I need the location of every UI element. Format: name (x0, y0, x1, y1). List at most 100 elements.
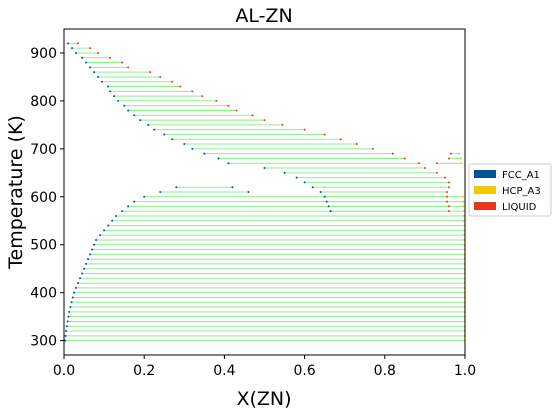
liquidus-point-left-33 (325, 200, 328, 203)
hcp-liquid-point-left-1 (447, 157, 450, 160)
liquidus-point-left-0 (67, 42, 70, 45)
solid-point-left-23 (69, 306, 72, 309)
solid-point-left-11 (91, 248, 94, 251)
liquidus-point-right-17 (281, 123, 284, 126)
x-tick-label-4: 0.8 (374, 363, 396, 379)
liquidus-point-right-23 (391, 152, 394, 155)
liquidus-point-left-15 (133, 114, 136, 117)
liquidus-point-left-11 (113, 95, 116, 98)
solid-point-left-22 (70, 301, 73, 304)
liquidus-point-left-14 (127, 109, 130, 112)
liquidus-point-left-8 (101, 80, 104, 83)
solid-point-left-21 (71, 296, 74, 299)
solid-point-left-18 (77, 282, 80, 285)
solid-point-left-1 (133, 200, 136, 203)
liquidus-point-left-17 (147, 123, 150, 126)
legend: FCC_A1 HCP_A3 LIQUID (468, 163, 552, 217)
liquidus-point-right-24 (403, 157, 406, 160)
liquidus-point-left-5 (89, 66, 92, 69)
hcp-liquid-point-right-1 (459, 157, 462, 160)
solid-point-left-25 (67, 315, 70, 318)
x-tick-label-2: 0.4 (213, 363, 235, 379)
liquidus-point-left-3 (81, 56, 84, 59)
solid-point-left-12 (89, 253, 92, 256)
plot-frame (63, 28, 466, 356)
solid-point-left-8 (99, 234, 102, 237)
solid-point-left-2 (127, 205, 130, 208)
solid-point-right-1 (462, 200, 465, 203)
solid-point-right-2 (462, 205, 465, 208)
liquidus-point-left-30 (311, 186, 314, 189)
solid-point-left-29 (64, 334, 67, 337)
x-tick-label-3: 0.6 (293, 363, 315, 379)
liquidus-point-right-34 (447, 205, 450, 208)
solid-point-left-6 (107, 224, 110, 227)
liquidus-point-left-18 (153, 128, 156, 131)
liquidus-point-right-3 (109, 56, 112, 59)
liquidus-point-left-23 (203, 152, 206, 155)
solid-point-left-15 (83, 267, 86, 270)
solid-point-left-7 (103, 229, 106, 232)
hcp-liquid-point-right-0 (457, 152, 460, 155)
liquidus-point-right-21 (355, 143, 358, 146)
x-tick-label-0: 0.0 (53, 363, 75, 379)
solid-point-right-5 (462, 219, 465, 222)
liquidus-point-right-12 (215, 99, 218, 102)
liquidus-point-left-27 (283, 171, 286, 174)
liquidus-point-right-33 (445, 200, 448, 203)
solid-point-left-3 (121, 210, 124, 213)
liquidus-point-left-26 (263, 167, 266, 170)
y-tick-label-3: 600 (30, 190, 57, 206)
legend-label-hcp-a3: HCP_A3 (502, 186, 541, 197)
chart-title: AL-ZN (235, 5, 292, 27)
liquidus-point-right-30 (447, 186, 450, 189)
miscibility-point-left-1 (159, 191, 162, 193)
legend-swatch-liquid (474, 202, 496, 210)
legend-label-fcc-a1: FCC_A1 (502, 170, 540, 181)
solid-point-left-16 (81, 272, 84, 275)
solid-point-left-28 (65, 330, 68, 333)
liquidus-point-left-7 (97, 75, 100, 78)
liquidus-point-right-1 (89, 47, 92, 50)
liquidus-point-right-0 (77, 42, 80, 45)
liquidus-point-right-10 (191, 90, 194, 93)
solid-point-left-0 (143, 195, 146, 198)
hcp-liquid-point-right-2 (459, 162, 462, 165)
solid-point-left-5 (111, 219, 114, 222)
liquidus-point-left-12 (117, 99, 120, 102)
liquidus-point-right-6 (149, 71, 152, 74)
liquidus-point-right-4 (121, 61, 124, 64)
liquidus-point-right-26 (423, 167, 426, 170)
liquidus-point-right-20 (339, 138, 342, 141)
liquidus-point-right-5 (127, 66, 130, 69)
x-tick-label-1: 0.2 (133, 363, 155, 379)
solid-point-left-20 (73, 291, 76, 294)
solid-point-left-4 (115, 214, 118, 217)
liquidus-point-left-13 (123, 104, 126, 107)
solid-point-left-27 (65, 325, 68, 328)
solid-point-left-13 (87, 258, 90, 261)
tielines-group (65, 42, 465, 342)
liquidus-point-right-7 (159, 75, 162, 78)
liquidus-point-right-29 (447, 181, 450, 184)
liquidus-point-left-25 (227, 162, 230, 165)
liquidus-point-right-35 (447, 210, 450, 213)
solid-point-left-26 (66, 320, 69, 323)
solid-point-left-9 (95, 238, 98, 241)
solid-point-left-17 (79, 277, 82, 280)
liquidus-point-right-19 (323, 133, 326, 136)
liquidus-point-left-31 (319, 191, 322, 193)
legend-swatch-fcc-a1 (474, 170, 496, 178)
solid-point-left-30 (64, 339, 67, 342)
y-tick-label-0: 300 (30, 334, 57, 350)
liquidus-point-right-27 (435, 171, 438, 174)
liquidus-point-right-2 (97, 51, 100, 54)
x-axis-label: X(ZN) (236, 388, 291, 410)
liquidus-point-left-34 (327, 205, 330, 208)
y-axis-ticks: 300 400 500 600 700 800 900 (30, 46, 64, 350)
x-tick-label-5: 1.0 (454, 363, 476, 379)
liquidus-point-right-16 (263, 119, 266, 122)
liquidus-point-right-28 (443, 176, 446, 179)
liquidus-point-left-35 (329, 210, 332, 213)
